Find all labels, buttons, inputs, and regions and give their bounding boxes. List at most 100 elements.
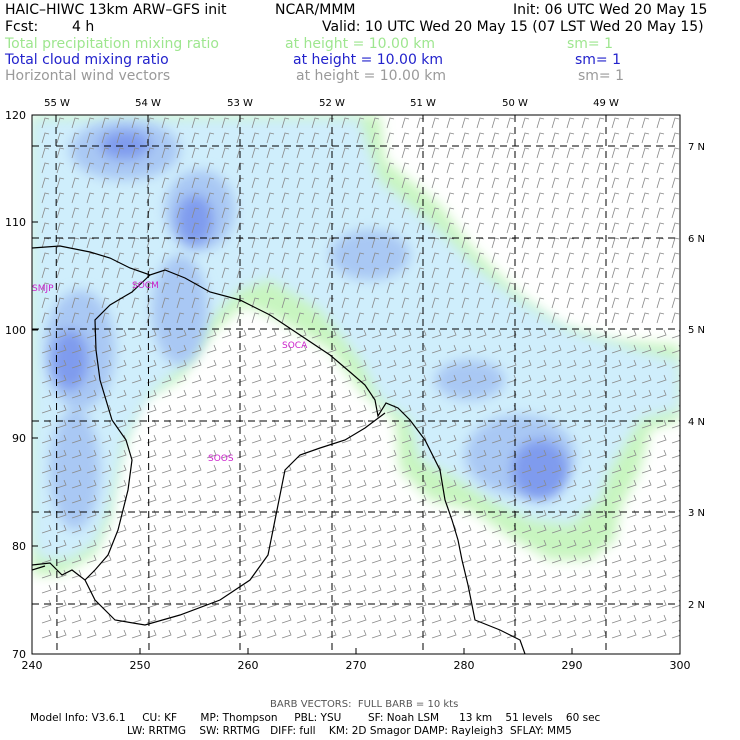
wind-barb <box>656 162 665 174</box>
wind-barb <box>356 192 365 204</box>
wind-barb <box>611 359 622 369</box>
wind-barb <box>266 599 277 609</box>
wind-barb <box>446 252 455 264</box>
wind-barb <box>386 192 395 204</box>
wind-barb <box>446 419 457 429</box>
wind-barb <box>476 404 487 414</box>
wind-barb <box>476 374 487 384</box>
station-soca: SOCA <box>282 341 308 351</box>
wind-barb <box>266 312 275 324</box>
wind-barb <box>101 494 112 504</box>
wind-barb <box>221 282 230 294</box>
wind-barb <box>281 554 292 564</box>
wind-barb <box>446 312 455 324</box>
wind-barb <box>311 629 322 639</box>
wind-barb <box>626 267 635 279</box>
wind-barb <box>296 434 307 444</box>
wind-barb <box>311 404 322 414</box>
wind-barb <box>281 177 290 189</box>
wind-barb <box>656 479 667 489</box>
wind-barb <box>176 222 185 234</box>
wind-barb <box>521 539 532 549</box>
wind-barb <box>491 464 502 474</box>
x-tick-300: 300 <box>670 659 691 672</box>
wind-barb <box>416 419 427 429</box>
wind-barb <box>341 374 352 384</box>
wind-barb <box>161 569 172 579</box>
wind-barb <box>566 329 577 339</box>
wind-barb <box>371 584 382 594</box>
wind-barb <box>131 344 142 354</box>
wind-barb <box>641 539 652 549</box>
wind-barb <box>71 117 80 129</box>
wind-barb <box>341 419 352 429</box>
wind-barb <box>41 252 50 264</box>
wind-barb <box>416 344 427 354</box>
wind-barb <box>446 177 455 189</box>
wind-barb <box>551 449 562 459</box>
wind-barb <box>446 539 457 549</box>
wind-barb <box>176 509 187 519</box>
wind-barb <box>86 479 97 489</box>
wind-barb <box>71 584 82 594</box>
wind-barb <box>206 329 217 339</box>
wind-barb <box>476 282 485 294</box>
wind-barb <box>551 147 560 159</box>
wind-barb <box>656 464 667 474</box>
wind-barb <box>266 297 275 309</box>
wind-barb <box>161 312 170 324</box>
wind-barb <box>356 509 367 519</box>
wind-barb <box>401 389 412 399</box>
wind-barb <box>611 494 622 504</box>
wind-barb <box>461 614 472 624</box>
wind-barb <box>536 584 547 594</box>
wind-barb <box>296 539 307 549</box>
wind-barb <box>356 374 367 384</box>
wind-barb <box>251 389 262 399</box>
wind-barb <box>596 584 607 594</box>
wind-barb <box>626 614 637 624</box>
wind-barb <box>551 614 562 624</box>
wind-barb <box>611 267 620 279</box>
wind-barb <box>356 177 365 189</box>
wind-barb <box>161 629 172 639</box>
wind-barb <box>311 344 322 354</box>
wind-barb <box>386 629 397 639</box>
wind-barb <box>326 222 335 234</box>
wind-barb <box>416 434 427 444</box>
wind-barb <box>326 614 337 624</box>
wind-barb <box>551 132 560 144</box>
wind-barb <box>296 162 305 174</box>
wind-barb <box>326 434 337 444</box>
wind-barb <box>356 554 367 564</box>
wind-barb <box>221 267 230 279</box>
wind-barb <box>56 207 65 219</box>
wind-barb <box>401 359 412 369</box>
wind-barb <box>506 177 515 189</box>
wind-barb <box>191 252 200 264</box>
wind-barb <box>131 554 142 564</box>
wind-barb <box>281 419 292 429</box>
wind-barb <box>386 267 395 279</box>
wind-barb <box>86 389 97 399</box>
wind-barb <box>161 494 172 504</box>
wind-barb <box>56 479 67 489</box>
wind-barb <box>626 524 637 534</box>
lon-label-55w: 55 W <box>44 98 70 109</box>
wind-barb <box>86 599 97 609</box>
wind-barb <box>551 464 562 474</box>
wind-barb <box>41 494 52 504</box>
wind-barb <box>131 494 142 504</box>
wind-barb <box>326 449 337 459</box>
wind-barb <box>251 312 260 324</box>
wind-barb <box>566 297 575 309</box>
wind-barb <box>146 359 157 369</box>
wind-barb <box>326 207 335 219</box>
wind-barb <box>356 449 367 459</box>
wind-barb <box>311 539 322 549</box>
wind-barb <box>476 312 485 324</box>
wind-barb <box>176 464 187 474</box>
wind-barb <box>176 599 187 609</box>
wind-barb <box>266 252 275 264</box>
wind-barb <box>101 524 112 534</box>
